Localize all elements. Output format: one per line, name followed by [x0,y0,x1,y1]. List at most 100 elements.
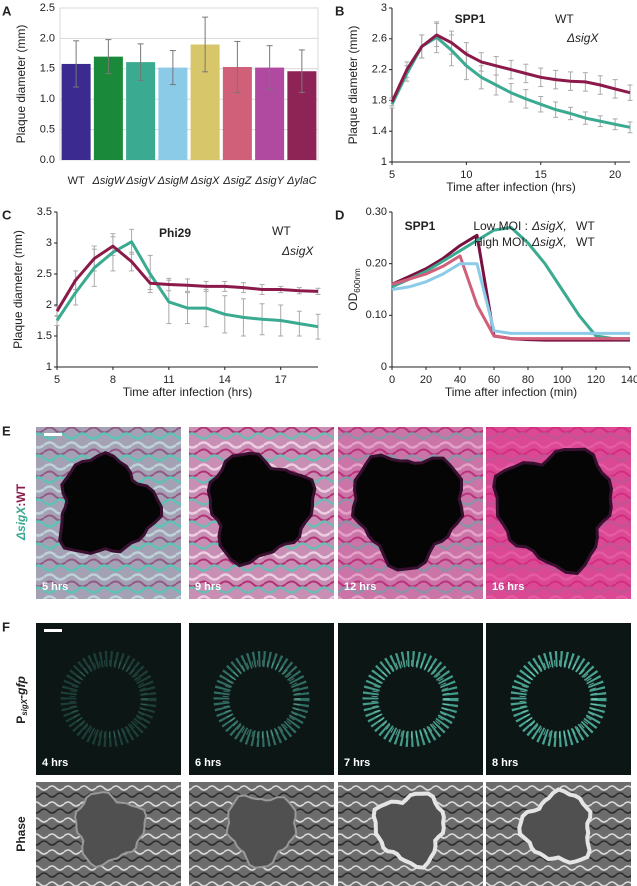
x-tick-label: ΔsigW [91,175,125,187]
panel-letter: C [2,207,12,222]
legend-group-label: High MOI: [474,235,528,249]
panel-letter: D [335,207,344,222]
phase-plaque [225,794,298,869]
time-label: 8 hrs [492,757,518,769]
side-label-part: -gfp [14,676,28,699]
y-tick-label: 1.5 [40,63,55,75]
y-axis-label-main: OD [346,292,360,310]
y-axis-label: Plaque diameter (mm) [346,26,360,145]
y-tick-label: 1 [46,361,52,373]
plaque [492,447,614,576]
chart-title: SPP1 [405,219,436,233]
x-tick-label: 14 [219,374,231,386]
side-label: PsigX-gfp [14,676,29,724]
gfp-ring [510,651,607,747]
series-line [391,254,630,341]
legend-entry: ΔsigX, [531,219,567,233]
x-tick-label: 10 [460,169,472,181]
chart-title: SPP1 [455,12,486,26]
y-tick-label: 2 [46,299,52,311]
y-axis-label-main: Plaque diameter (mm) [14,25,28,144]
fluorescence-image [36,623,181,775]
y-tick-label: 0.0 [40,154,55,166]
time-label: 7 hrs [344,757,370,769]
time-label: 6 hrs [195,757,221,769]
y-tick-label: 2.5 [40,2,55,14]
phase-plaque [371,791,446,870]
x-axis-label: Time after infection (hrs) [446,180,576,194]
side-label-part: :WT [14,483,28,506]
x-tick-label: ΔsigX [190,175,220,187]
series-line [391,233,630,342]
time-label: 16 hrs [492,581,524,593]
time-label: 12 hrs [344,581,376,593]
panel-letter: E [2,423,11,438]
time-label: 9 hrs [195,581,221,593]
legend-entry: WT [272,224,291,238]
time-label: 4 hrs [42,757,68,769]
x-axis-label: Time after infection (min) [445,385,577,399]
panel-letter: F [2,619,10,634]
x-tick-label: ΔsigY [254,175,284,187]
legend-entry: ΔsigX, [531,235,567,249]
side-label-part: sigX [20,698,29,716]
plaque [350,453,465,572]
fluorescence-image [486,623,631,775]
x-tick-label: 11 [163,374,174,386]
x-tick-label: ΔsigM [157,175,189,187]
x-tick-label: 0 [389,374,395,386]
x-axis-label: Time after infection (hrs) [123,385,253,399]
y-axis-label-main: Plaque diameter (mm) [11,230,25,349]
y-tick-label: 1 [381,156,387,168]
y-tick-label: 1.5 [37,330,52,342]
series-line [391,262,630,335]
fluorescence-image [338,623,483,775]
y-axis-label: OD600nm [346,268,362,311]
x-tick-label: 40 [454,374,466,386]
y-tick-label: 2.0 [40,32,55,44]
y-axis-label-sub: 600nm [353,268,362,293]
series-line [391,226,630,341]
gfp-ring [362,651,459,747]
x-tick-label: 60 [488,374,500,386]
series-line [55,240,319,329]
y-axis-label: Plaque diameter (mm) [14,25,28,144]
side-label-part: P [14,716,28,724]
y-tick-label: 0.10 [366,309,387,321]
side-label: Phase [14,816,28,852]
x-tick-label: 80 [522,374,534,386]
gfp-ring [60,651,157,747]
legend-entry: ΔsigX [281,244,314,258]
y-tick-label: 0.5 [40,124,55,136]
scale-bar [44,433,62,436]
x-tick-label: 5 [389,169,395,181]
y-tick-label: 3 [46,237,52,249]
legend-entry: WT [576,219,595,233]
y-tick-label: 1.0 [40,93,55,105]
plaque [206,451,317,568]
fluorescence-image [189,623,334,775]
side-label: ΔsigX:WT [14,483,28,541]
y-tick-label: 0 [381,361,387,373]
gfp-ring-inner [371,660,450,738]
y-tick-label: 0.20 [366,258,387,270]
y-tick-label: 0.30 [366,206,387,218]
y-tick-label: 1.8 [372,94,387,106]
legend-group-label: Low MOI : [473,219,528,233]
phase-plaque [517,787,593,865]
x-tick-label: 120 [587,374,605,386]
x-tick-label: ΔsigV [125,175,156,187]
chart-title: Phi29 [159,226,191,240]
y-axis-label-main: Plaque diameter (mm) [346,26,360,145]
plot-frame [59,7,319,161]
phase-plaque [74,791,148,869]
series-line [55,244,319,312]
time-label: 5 hrs [42,581,68,593]
gfp-ring-inner [222,660,301,738]
x-tick-label: 140 [621,374,637,386]
y-tick-label: 2.5 [37,268,52,280]
y-tick-label: 2.6 [372,33,387,45]
x-tick-label: 17 [275,374,287,386]
y-tick-label: 2.2 [372,64,387,76]
x-tick-label: 5 [54,374,60,386]
